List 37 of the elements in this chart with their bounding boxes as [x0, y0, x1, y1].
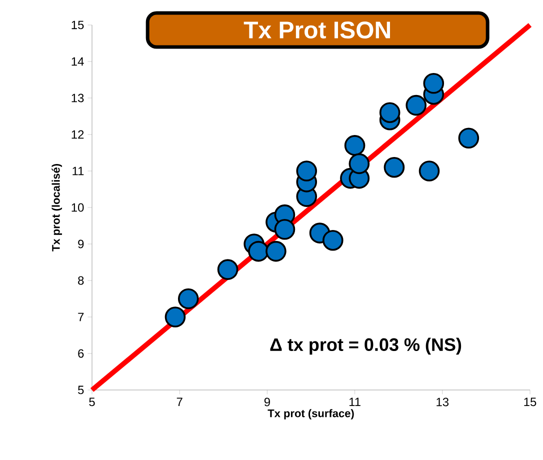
y-axis-title: Tx prot (localisé) [52, 164, 62, 252]
point [418, 160, 440, 182]
point [217, 259, 238, 280]
point [178, 288, 199, 310]
x-tick-label: 5 [89, 398, 95, 406]
point [322, 230, 344, 251]
point [406, 94, 427, 116]
y-tick-label: 10 [72, 203, 84, 212]
point [266, 240, 286, 262]
point [348, 153, 370, 174]
y-tick-label: 12 [72, 130, 84, 139]
y-tick-label: 5 [78, 386, 84, 394]
y-tick-label: 7 [78, 312, 84, 322]
point [344, 135, 366, 156]
x-tick-label: 15 [524, 398, 536, 406]
chart-title: Tx Prot ISON [244, 22, 390, 38]
x-tick-label: 11 [349, 398, 360, 406]
y-tick-label: 8 [78, 276, 84, 285]
x-tick-label: 13 [436, 398, 449, 406]
x-axis-title: Tx prot (surface) [268, 409, 354, 420]
y-tick-label: 14 [72, 57, 84, 66]
x-tick-label: 7 [176, 398, 182, 406]
point [379, 102, 400, 123]
y-tick-label: 11 [72, 166, 84, 176]
point [423, 72, 444, 94]
point [458, 128, 480, 149]
point [248, 240, 269, 262]
y-tick-label: 15 [72, 20, 84, 30]
y-tick-label: 9 [78, 240, 84, 248]
annotation: Δ tx prot = 0.03 % (NS) [270, 338, 462, 355]
point [164, 306, 186, 328]
y-tick-label: 13 [72, 94, 84, 102]
y-tick-label: 6 [78, 349, 84, 358]
point [274, 218, 296, 240]
point [296, 160, 318, 182]
point [384, 156, 405, 178]
x-tick-label: 9 [264, 398, 270, 406]
